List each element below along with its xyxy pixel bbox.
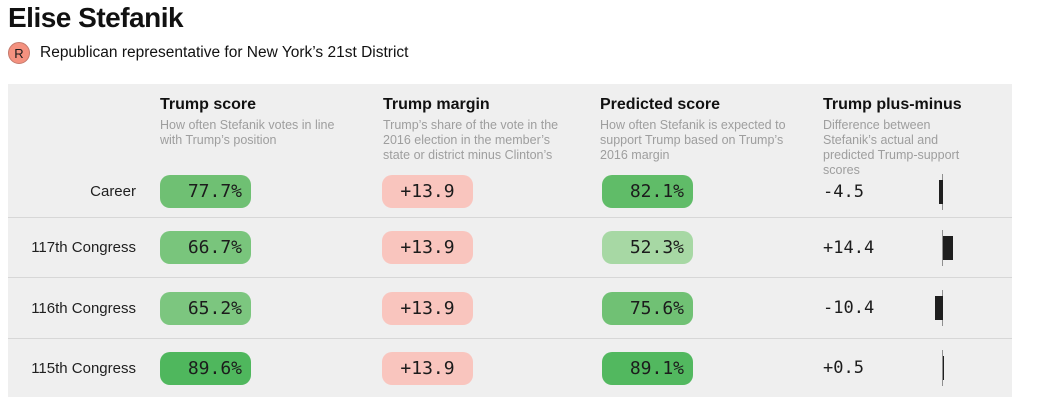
table-row: 117th Congress 66.7% +13.9 52.3% +14.4: [8, 217, 1012, 277]
plus-minus-bar: [942, 235, 953, 260]
trump-margin-pill: +13.9: [382, 175, 473, 208]
predicted-score-pill: 82.1%: [602, 175, 693, 208]
table-row: 115th Congress 89.6% +13.9 89.1% +0.5: [8, 338, 1012, 397]
plus-minus-bar: [939, 179, 943, 204]
trump-margin-pill: +13.9: [382, 231, 473, 264]
predicted-score-pill: 75.6%: [602, 291, 693, 325]
trump-score-table: Trump score How often Stefanik votes in …: [8, 84, 1012, 397]
predicted-score-pill: 52.3%: [602, 231, 693, 264]
row-label: Career: [90, 183, 136, 200]
page-title: Elise Stefanik: [8, 2, 184, 33]
member-subtitle: Republican representative for New York’s…: [40, 44, 409, 61]
trump-score-pill: 77.7%: [160, 175, 251, 208]
member-subtitle-row: R Republican representative for New York…: [8, 42, 408, 64]
party-badge-icon: R: [8, 42, 30, 64]
column-header-predicted-score: Predicted score How often Stefanik is ex…: [600, 96, 786, 162]
column-description: How often Stefanik is expected to suppor…: [600, 118, 786, 162]
column-header-trump-score: Trump score How often Stefanik votes in …: [152, 96, 375, 178]
trump-margin-pill: +13.9: [382, 351, 473, 385]
plus-minus-axis: [941, 350, 943, 386]
trump-score-pill: 66.7%: [160, 231, 251, 264]
row-label: 115th Congress: [31, 359, 136, 377]
plus-minus-bar: [935, 296, 943, 320]
trump-score-pill: 89.6%: [160, 351, 251, 385]
row-label: 117th Congress: [31, 239, 136, 256]
plus-minus-value: +14.4: [823, 237, 875, 258]
predicted-score-pill: 89.1%: [602, 351, 693, 385]
page-header: Elise Stefanik R Republican representati…: [8, 0, 408, 64]
trump-score-pill: 65.2%: [160, 291, 251, 325]
plus-minus-axis: [941, 229, 943, 266]
table-header-row: Trump score How often Stefanik votes in …: [8, 84, 1012, 177]
plus-minus-value: -4.5: [823, 181, 864, 202]
column-header-trump-margin: Trump margin Trump’s share of the vote i…: [375, 96, 592, 178]
table-row: 116th Congress 65.2% +13.9 75.6% -10.4: [8, 277, 1012, 338]
column-description: Difference between Stefanik’s actual and…: [823, 118, 960, 177]
trump-margin-pill: +13.9: [382, 291, 473, 325]
row-label: 116th Congress: [31, 299, 136, 317]
table-row: Career 77.7% +13.9 82.1% -4.5: [8, 166, 1012, 217]
column-header-trump-plus-minus: Trump plus-minus Difference between Stef…: [815, 96, 1012, 178]
plus-minus-value: -10.4: [823, 298, 875, 318]
plus-minus-value: +0.5: [823, 358, 864, 378]
column-description: Trump’s share of the vote in the 2016 el…: [383, 118, 559, 162]
column-description: How often Stefanik votes in line with Tr…: [160, 118, 335, 147]
